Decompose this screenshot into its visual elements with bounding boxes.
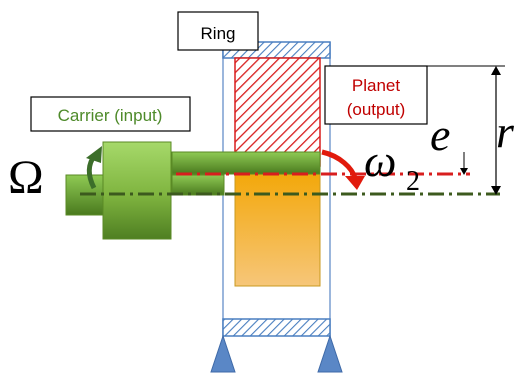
omega-small-subscript: 2 — [406, 166, 420, 197]
omega-small-symbol: ω — [364, 135, 396, 186]
planet-label-line1: Planet — [352, 76, 400, 95]
planet-body — [234, 173, 321, 287]
planet-label-box — [324, 65, 428, 125]
ring-label: Ring — [201, 24, 236, 43]
carrier-hub — [102, 141, 172, 240]
planet-hatched-teeth — [234, 57, 321, 167]
carrier-label: Carrier (input) — [58, 106, 163, 125]
right-support — [317, 334, 343, 373]
eccentricity-symbol: e — [430, 109, 450, 160]
ring-label-box — [177, 11, 259, 51]
ring-bottom-hatch — [222, 318, 331, 337]
left-support — [210, 334, 236, 373]
planet-rotation-arrow — [321, 149, 358, 179]
carrier-neck — [171, 174, 225, 196]
carrier — [65, 141, 321, 240]
radius-symbol: r — [496, 106, 515, 157]
planet-label-line2: (output) — [347, 100, 406, 119]
carrier-label-box — [30, 96, 191, 132]
carrier-crank — [171, 151, 321, 175]
radius-dimension — [491, 66, 501, 195]
carrier-rotation-arrowhead — [86, 146, 102, 163]
omega-capital-symbol: Ω — [8, 151, 44, 204]
planet-rotation-arrowhead — [345, 176, 365, 190]
